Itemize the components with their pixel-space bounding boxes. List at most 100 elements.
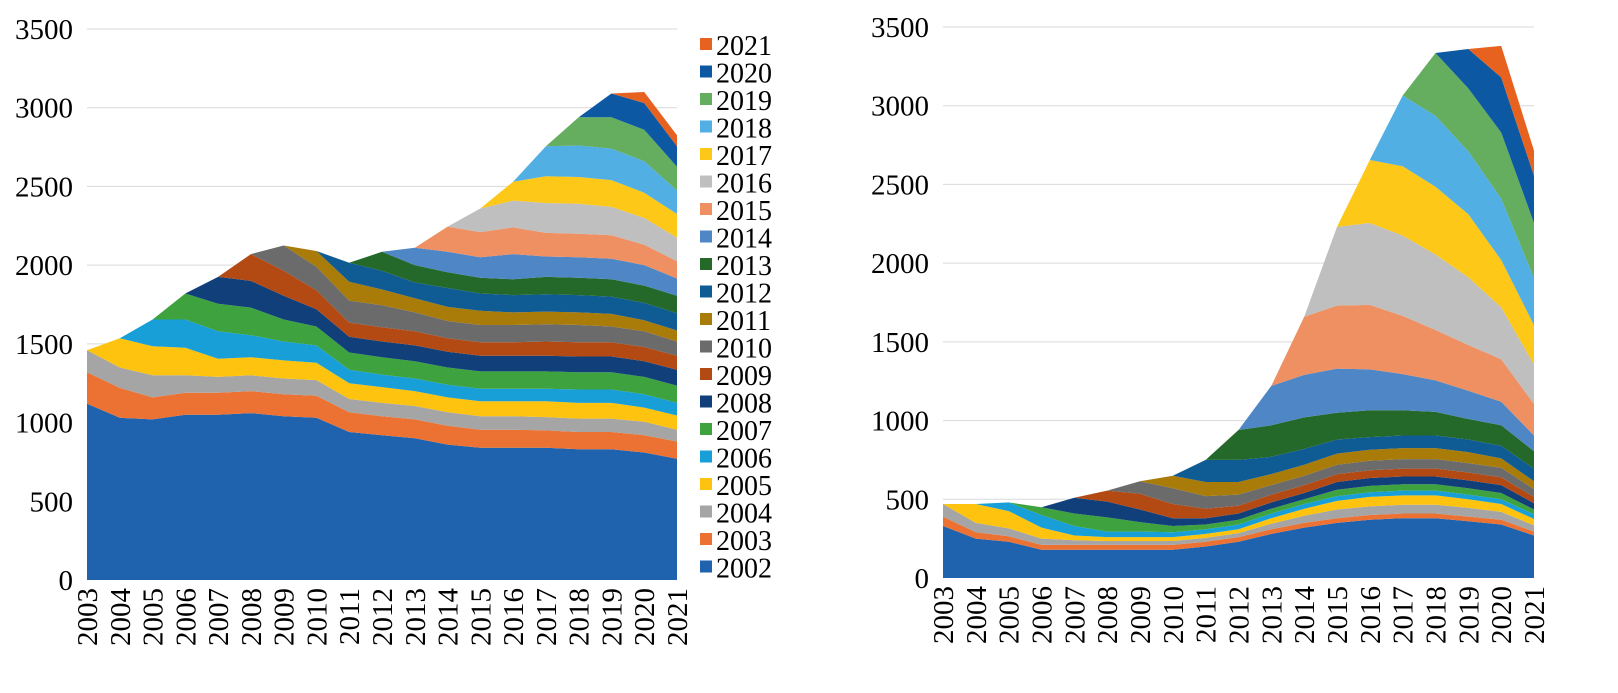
y-tick-label: 2500 [871,169,929,201]
y-tick-label: 1500 [871,327,929,359]
legend-label-2008: 2008 [716,389,772,420]
area-series-2002 [943,518,1534,578]
left-y-axis: 0 500 1000 1500 2000 2500 3000 3500 [15,14,73,597]
x-tick-label: 2014 [1289,586,1321,645]
area-series-2006 [119,319,678,416]
legend-label-2017: 2017 [716,141,772,172]
y-tick-label: 2000 [15,250,73,282]
area-series-2014 [382,247,677,296]
legend-label-2011: 2011 [716,306,771,337]
legend-label-2005: 2005 [716,471,772,502]
area-series-2021 [611,92,677,147]
area-series-2004 [87,350,677,442]
area-series-2020 [1435,49,1534,223]
area-series-2011 [1140,448,1534,497]
left-x-axis: 2003 2004 2005 2006 2007 2008 2009 2010 2011 2012… [72,588,694,647]
legend-swatch-2005 [700,478,712,490]
x-tick-label: 2008 [1092,586,1124,644]
area-series-2009 [218,254,677,370]
area-series-2004 [943,504,1534,545]
y-tick-label: 0 [59,565,74,597]
x-tick-label: 2019 [596,588,628,646]
area-series-2016 [1304,223,1534,404]
legend-swatch-2009 [700,368,712,380]
area-series-2013 [1205,410,1534,469]
x-tick-label: 2020 [1486,586,1518,644]
x-tick-label: 2013 [1256,586,1288,644]
legend-label-2006: 2006 [716,444,772,475]
area-series-2012 [316,251,677,331]
area-series-2002 [87,403,677,580]
legend-swatch-2012 [700,285,712,298]
legend-swatch-2017 [700,148,712,160]
y-tick-label: 500 [30,486,74,518]
x-tick-label: 2021 [662,588,694,646]
y-tick-label: 3500 [15,14,73,46]
x-tick-label: 2016 [1355,586,1387,644]
right-x-axis: 2003 2004 2005 2006 2007 2008 2009 2010 2011 2012… [928,586,1551,645]
area-series-2007 [152,293,678,403]
area-series-2019 [1402,53,1534,279]
legend-swatch-2002 [700,560,712,573]
legend-label-2003: 2003 [716,526,772,557]
legend-swatch-2008 [700,395,712,408]
area-series-2017 [1337,160,1534,365]
x-tick-label: 2011 [1191,586,1223,643]
legend-label-2009: 2009 [716,361,772,392]
y-tick-label: 1000 [871,406,929,438]
x-tick-label: 2021 [1519,586,1551,644]
legend-label-2004: 2004 [716,499,772,530]
x-tick-label: 2007 [203,588,235,646]
legend-swatch-2006 [700,450,712,463]
x-tick-label: 2007 [1059,586,1091,644]
legend-swatch-2021 [700,38,712,50]
right-areas [943,45,1534,578]
x-tick-label: 2006 [1027,586,1059,644]
legend-label-2021: 2021 [716,31,772,62]
y-tick-label: 0 [915,563,930,595]
legend-swatch-2014 [700,230,712,243]
legend-label-2002: 2002 [716,554,772,585]
x-tick-label: 2014 [433,588,465,647]
x-tick-label: 2008 [236,588,268,646]
y-tick-label: 3000 [15,93,73,125]
x-tick-label: 2020 [629,588,661,646]
area-series-2014 [1238,368,1534,452]
x-tick-label: 2010 [1158,586,1190,644]
area-series-2008 [185,276,678,386]
y-tick-label: 2500 [15,171,73,203]
x-tick-label: 2009 [1125,586,1157,644]
legend-label-2013: 2013 [716,251,772,282]
area-series-2012 [1172,435,1534,482]
legend-swatch-2010 [700,340,712,353]
area-series-2010 [250,245,677,356]
legend-swatch-2007 [700,423,712,435]
area-series-2011 [283,245,677,342]
legend-label-2012: 2012 [716,279,772,310]
legend-swatch-2020 [700,65,712,78]
x-tick-label: 2019 [1453,586,1485,644]
x-tick-label: 2004 [105,588,137,647]
legend: 2021202020192018201720162015201420132012… [700,31,772,585]
legend-label-2020: 2020 [716,59,772,90]
y-tick-label: 500 [886,484,930,516]
x-tick-label: 2011 [334,588,366,645]
area-series-2010 [1107,459,1534,509]
legend-label-2007: 2007 [716,416,772,447]
legend-swatch-2019 [700,93,712,105]
x-tick-label: 2005 [994,586,1026,644]
area-series-2015 [1271,304,1534,436]
area-series-2016 [447,200,677,262]
area-series-2021 [1468,45,1534,176]
area-series-2003 [87,372,677,459]
legend-swatch-2013 [700,258,712,270]
y-tick-label: 2000 [871,248,929,280]
area-series-2018 [513,145,677,214]
x-tick-label: 2015 [1322,586,1354,644]
x-tick-label: 2012 [1224,586,1256,644]
area-series-2015 [414,226,677,279]
legend-swatch-2016 [700,175,712,188]
x-tick-label: 2003 [72,588,104,646]
area-series-2005 [87,338,677,430]
y-tick-label: 1500 [15,329,73,361]
